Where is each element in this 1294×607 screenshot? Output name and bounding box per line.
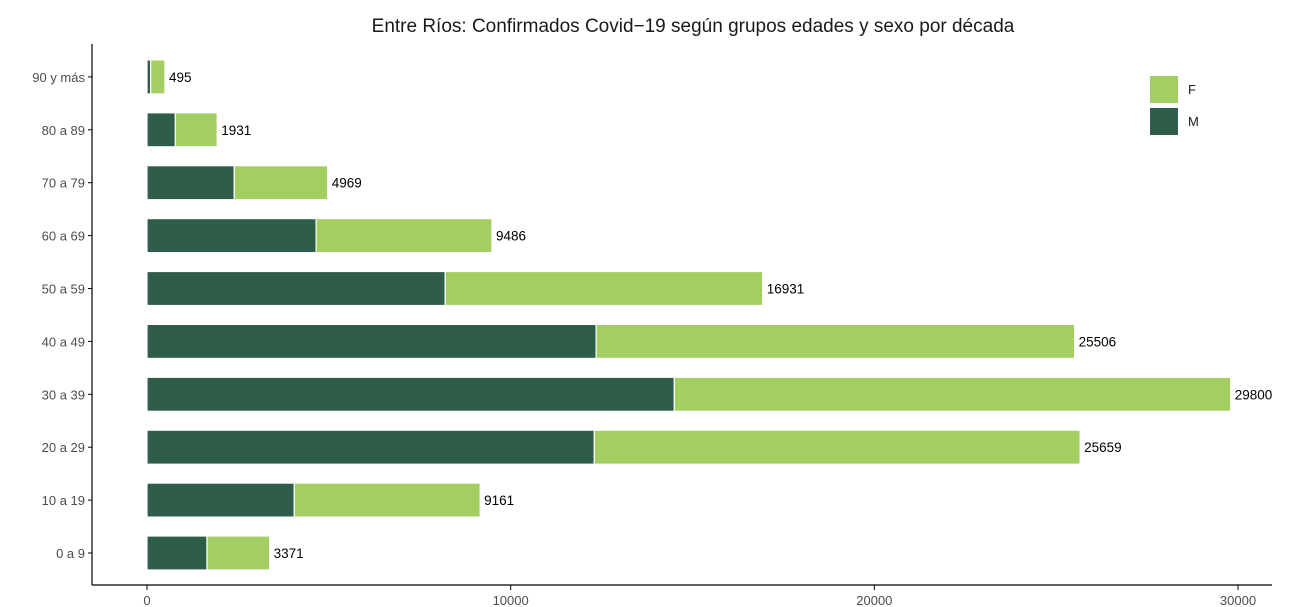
data-label-4: 25506 [1079,334,1117,349]
y-tick-label-4: 40 a 49 [42,334,85,349]
chart-title: Entre Ríos: Confirmados Covid−19 según g… [372,16,1015,37]
bar-f-1 [293,482,481,518]
bar-f-8 [174,112,218,148]
x-tick-label-2: 20000 [856,593,892,607]
data-label-7: 4969 [332,176,362,191]
data-label-3: 29800 [1235,387,1273,402]
bars-group [146,59,1232,571]
legend-swatch-f [1150,76,1178,103]
y-tick-label-1: 10 a 19 [42,493,85,508]
bar-f-6 [315,218,493,254]
bar-m-5 [146,270,446,307]
bar-f-5 [444,270,764,307]
data-label-9: 495 [169,70,192,85]
bar-m-0 [146,535,208,571]
bar-f-2 [593,429,1081,465]
data-label-0: 3371 [274,546,304,561]
x-tick-label-3: 30000 [1220,593,1256,607]
legend-label-m: M [1188,114,1199,129]
data-label-6: 9486 [496,229,526,244]
data-label-5: 16931 [767,282,805,297]
bar-f-0 [206,535,271,571]
y-tick-label-9: 90 y más [32,70,85,85]
y-tick-label-2: 20 a 29 [42,440,85,455]
data-label-1: 9161 [484,493,514,508]
x-tick-label-0: 0 [143,593,150,607]
y-tick-label-8: 80 a 89 [42,123,85,138]
bar-m-4 [146,323,597,359]
y-tick-label-3: 30 a 39 [42,387,85,402]
legend-label-f: F [1188,82,1196,97]
y-tick-label-0: 0 a 9 [56,546,85,561]
bar-f-3 [673,376,1232,412]
x-axis: 0 10000 20000 30000 [143,585,1256,607]
bar-m-7 [146,165,235,201]
y-tick-label-6: 60 a 69 [42,229,85,244]
y-axis: 0 a 9 10 a 19 20 a 29 30 a 39 40 a 49 50 a 59… [32,70,92,561]
data-label-8: 1931 [221,123,251,138]
y-tick-label-7: 70 a 79 [42,176,85,191]
bar-f-9 [150,59,166,95]
legend: FM [1150,76,1199,135]
bar-m-6 [146,218,317,254]
bar-m-1 [146,482,295,518]
bar-m-2 [146,429,595,465]
bar-f-4 [595,323,1076,359]
bar-m-8 [146,112,176,148]
bar-m-3 [146,376,675,412]
data-label-2: 25659 [1084,440,1122,455]
y-tick-label-5: 50 a 59 [42,282,85,297]
bar-f-7 [233,165,329,201]
legend-swatch-m [1150,108,1178,135]
x-tick-label-1: 10000 [493,593,529,607]
data-labels-group: 3371 9161 25659 29800 25506 16931 9486 4969 1931… [169,70,1272,561]
